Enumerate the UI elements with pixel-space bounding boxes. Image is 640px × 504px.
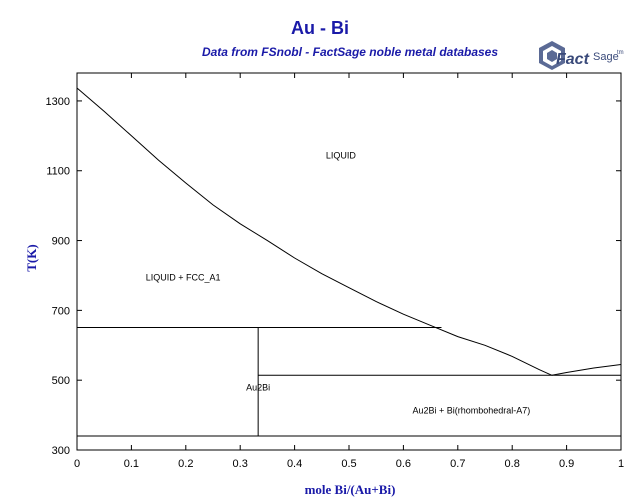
x-tick-label: 1 xyxy=(618,458,624,470)
phase-label: Au2Bi xyxy=(246,383,270,393)
logo-text-main: Fact xyxy=(556,51,590,68)
y-tick-label: 500 xyxy=(52,375,70,387)
x-tick-label: 0.1 xyxy=(124,458,139,470)
liquidus-curve-right xyxy=(551,364,622,376)
phase-boundaries xyxy=(76,87,622,437)
x-tick-label: 0.3 xyxy=(233,458,248,470)
x-tick-label: 0.2 xyxy=(178,458,193,470)
y-tick-label: 300 xyxy=(52,445,70,457)
phase-label: Au2Bi + Bi(rhombohedral-A7) xyxy=(412,405,530,415)
x-axis-title: mole Bi/(Au+Bi) xyxy=(304,482,396,497)
logo-text-tm: tm xyxy=(617,50,624,56)
logo-text-sage: Sage xyxy=(593,51,619,63)
phase-label: LIQUID + FCC_A1 xyxy=(146,273,221,283)
y-tick-label: 900 xyxy=(52,236,70,248)
phase-region-labels: LIQUID LIQUID + FCC_A1 Au2Bi Au2Bi + Bi(rho… xyxy=(146,151,531,416)
chart-title: Au - Bi xyxy=(291,18,349,38)
y-axis-title: T(K) xyxy=(24,244,39,272)
chart-subtitle: Data from FSnobl - FactSage noble metal … xyxy=(201,45,499,59)
y-tick-label: 1100 xyxy=(46,166,70,178)
x-axis-ticks: 0 0.1 0.2 0.3 0.4 0.5 0.6 0.7 0.8 0.9 1 xyxy=(74,73,624,470)
x-tick-label: 0.7 xyxy=(450,458,465,470)
x-tick-label: 0 xyxy=(74,458,80,470)
y-axis-ticks: 300 500 700 900 1100 1300 xyxy=(46,96,621,457)
x-tick-label: 0.8 xyxy=(505,458,520,470)
x-tick-label: 0.4 xyxy=(287,458,302,470)
liquidus-curve-left xyxy=(76,87,553,376)
y-tick-label: 1300 xyxy=(46,96,70,108)
factsage-hexagon-icon xyxy=(539,41,565,70)
plot-frame xyxy=(76,72,622,451)
x-tick-label: 0.6 xyxy=(396,458,411,470)
x-tick-label: 0.9 xyxy=(559,458,574,470)
x-tick-label: 0.5 xyxy=(341,458,356,470)
y-tick-label: 700 xyxy=(52,305,70,317)
phase-label: LIQUID xyxy=(326,151,357,161)
factsage-logo: Fact Sage tm xyxy=(539,41,624,70)
